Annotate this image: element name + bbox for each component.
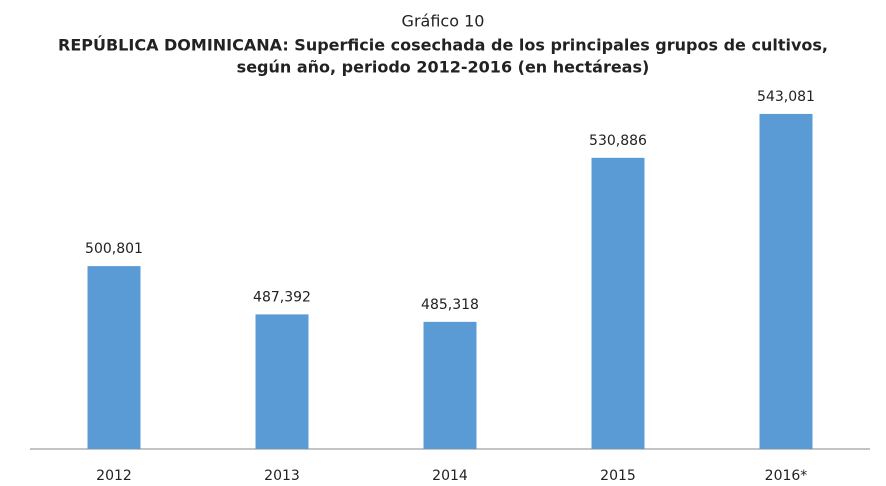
bar: [255, 314, 309, 449]
x-tick-label: 2015: [600, 468, 636, 484]
value-label: 485,318: [421, 297, 479, 313]
bar: [87, 266, 141, 449]
value-label: 500,801: [85, 241, 143, 257]
x-tick-label: 2014: [432, 468, 468, 484]
value-label: 487,392: [253, 289, 311, 305]
value-label: 543,081: [757, 89, 815, 105]
value-label: 530,886: [589, 133, 647, 149]
bar: [423, 321, 477, 449]
chart-title: REPÚBLICA DOMINICANA: Superficie cosecha…: [58, 36, 828, 55]
chart-title: según año, periodo 2012-2016 (en hectáre…: [237, 58, 650, 77]
x-tick-label: 2016*: [765, 468, 808, 484]
bar: [759, 113, 813, 450]
chart-label: Gráfico 10: [402, 12, 485, 31]
x-tick-label: 2013: [264, 468, 300, 484]
x-tick-label: 2012: [96, 468, 132, 484]
bar: [591, 157, 645, 449]
